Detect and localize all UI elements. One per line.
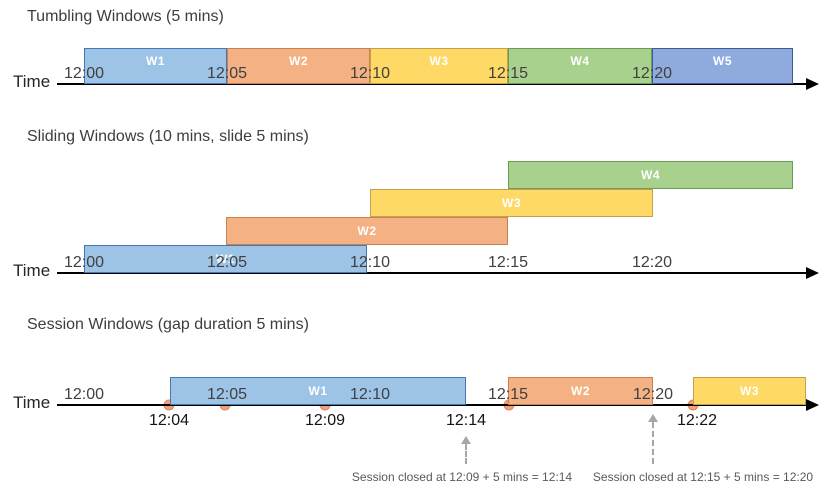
window-label: W2	[571, 384, 590, 398]
window-w3: W3	[370, 189, 653, 217]
window-label: W3	[502, 196, 521, 210]
time-axis-arrowhead	[806, 399, 819, 411]
axis-tick-label: 12:05	[206, 65, 248, 82]
axis-tick-label: 12:10	[349, 65, 391, 82]
window-label: W4	[641, 168, 660, 182]
axis-tick-label: 12:20	[631, 254, 673, 271]
time-axis-line	[57, 404, 806, 406]
window-w2: W2	[226, 217, 508, 245]
session-close-arrow-head	[648, 414, 658, 422]
window-label: W3	[429, 54, 449, 68]
axis-tick-label: 12:00	[63, 65, 105, 82]
window-w3: W3	[693, 377, 806, 405]
time-axis-label: Time	[13, 393, 51, 412]
window-w5: W5	[652, 48, 793, 84]
window-label: W1	[216, 252, 235, 266]
session-close-arrow-head	[461, 436, 471, 444]
window-w1: W1	[84, 245, 367, 273]
time-axis-label: Time	[13, 72, 51, 91]
axis-tick-label: 12:05	[206, 386, 248, 403]
time-axis-arrowhead	[806, 78, 819, 90]
time-axis-arrowhead	[806, 267, 819, 279]
session-close-arrow	[652, 422, 654, 464]
event-time-label: 12:22	[676, 412, 718, 429]
section-title: Session Windows (gap duration 5 mins)	[27, 316, 309, 333]
window-label: W2	[357, 224, 377, 238]
window-label: W1	[146, 54, 165, 68]
axis-tick-label: 12:20	[631, 65, 673, 82]
window-label: W5	[713, 54, 732, 68]
event-time-label: 12:09	[304, 412, 346, 429]
session-close-annotation: Session closed at 12:09 + 5 mins = 12:14	[351, 470, 573, 484]
axis-tick-label: 12:15	[487, 254, 529, 271]
event-time-label: 12:14	[445, 412, 487, 429]
window-w2: W2	[508, 377, 653, 405]
window-label: W3	[740, 384, 759, 398]
axis-tick-label: 12:05	[206, 254, 248, 271]
session-close-arrow	[465, 444, 467, 464]
axis-tick-label: 12:15	[487, 65, 529, 82]
window-label: W2	[289, 54, 308, 68]
axis-tick-label: 12:20	[632, 386, 674, 403]
window-w4: W4	[508, 48, 652, 84]
window-w2: W2	[227, 48, 370, 84]
session-close-annotation: Session closed at 12:15 + 5 mins = 12:20	[592, 470, 814, 484]
event-time-label: 12:04	[148, 412, 190, 429]
window-w1: W1	[84, 48, 227, 84]
axis-tick-label: 12:10	[349, 386, 391, 403]
window-w3: W3	[370, 48, 508, 84]
axis-tick-label: 12:10	[349, 254, 391, 271]
axis-tick-label: 12:00	[63, 254, 105, 271]
time-axis-line	[57, 272, 806, 274]
time-axis-line	[57, 83, 806, 85]
window-label: W4	[570, 54, 590, 68]
axis-tick-label: 12:00	[63, 386, 105, 403]
section-title: Tumbling Windows (5 mins)	[27, 8, 224, 25]
time-axis-label: Time	[13, 261, 51, 280]
axis-tick-label: 12:15	[487, 386, 529, 403]
window-w4: W4	[508, 161, 793, 189]
window-w1: W1	[170, 377, 466, 405]
window-label: W1	[308, 384, 328, 398]
section-title: Sliding Windows (10 mins, slide 5 mins)	[27, 128, 309, 145]
